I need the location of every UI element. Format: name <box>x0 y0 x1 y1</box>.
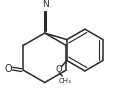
Text: O: O <box>56 65 62 74</box>
Text: CH₃: CH₃ <box>58 78 71 84</box>
Text: N: N <box>42 0 49 9</box>
Text: O: O <box>5 64 12 74</box>
